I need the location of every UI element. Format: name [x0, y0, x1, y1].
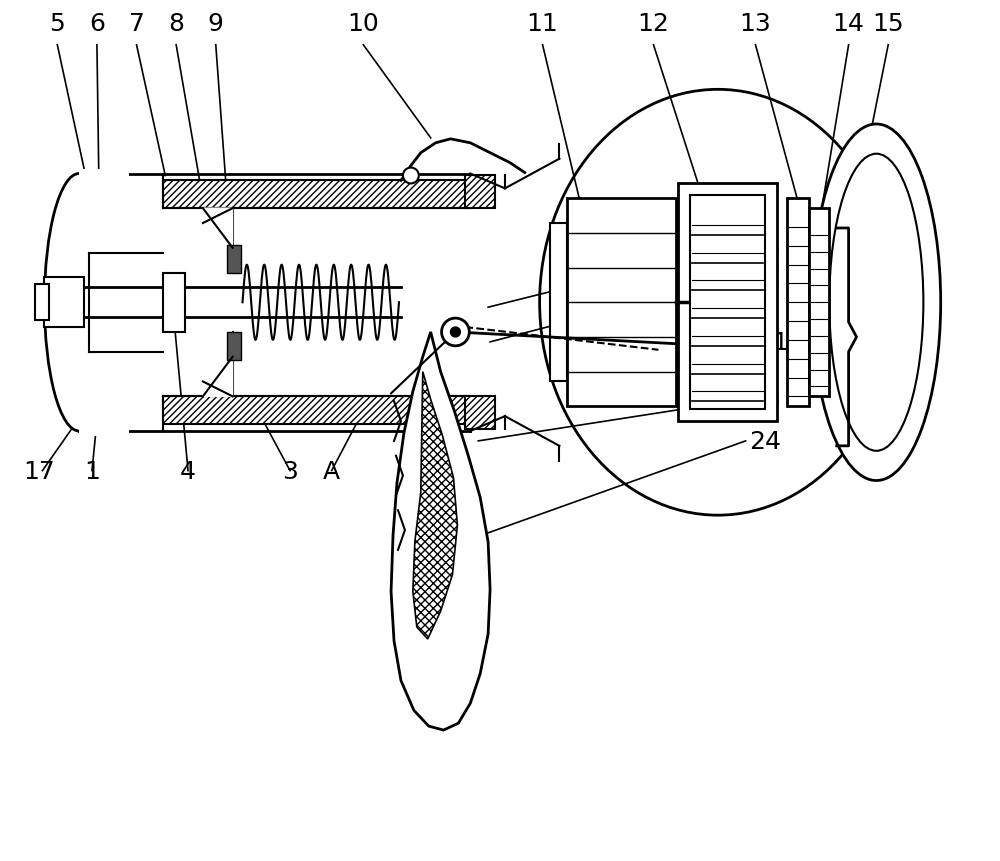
- Bar: [550, 224, 567, 382]
- Text: 9: 9: [208, 12, 224, 36]
- Text: 3: 3: [282, 459, 298, 483]
- Bar: [79, 170, 129, 437]
- Bar: [163, 273, 185, 332]
- Bar: [227, 332, 241, 360]
- Text: 22: 22: [750, 264, 782, 288]
- Bar: [44, 278, 84, 328]
- Ellipse shape: [540, 90, 896, 516]
- Ellipse shape: [829, 154, 923, 451]
- Bar: [787, 199, 809, 406]
- Text: 2: 2: [866, 323, 886, 352]
- Polygon shape: [391, 332, 490, 730]
- Text: 8: 8: [168, 12, 184, 36]
- Bar: [35, 285, 49, 320]
- Text: 11: 11: [527, 12, 558, 36]
- Bar: [690, 196, 765, 410]
- Text: 14: 14: [833, 12, 865, 36]
- Text: 10: 10: [347, 12, 379, 36]
- Polygon shape: [203, 209, 233, 263]
- Bar: [567, 199, 676, 406]
- Text: 16: 16: [772, 331, 804, 355]
- Polygon shape: [413, 372, 457, 639]
- Text: 6: 6: [89, 12, 105, 36]
- Text: 13: 13: [740, 12, 771, 36]
- Bar: [163, 397, 470, 424]
- Text: 21: 21: [750, 232, 781, 256]
- Text: A: A: [323, 459, 340, 483]
- Bar: [678, 184, 777, 422]
- Ellipse shape: [44, 174, 114, 431]
- Circle shape: [403, 169, 419, 184]
- Bar: [163, 181, 470, 209]
- Polygon shape: [203, 343, 233, 397]
- Bar: [465, 177, 495, 209]
- Text: 23: 23: [750, 387, 781, 412]
- Text: 5: 5: [49, 12, 65, 36]
- Bar: [809, 209, 829, 397]
- Text: 4: 4: [180, 459, 196, 483]
- Text: 1: 1: [84, 459, 100, 483]
- Ellipse shape: [812, 125, 941, 481]
- Bar: [227, 245, 241, 273]
- Text: 7: 7: [129, 12, 144, 36]
- Text: 12: 12: [638, 12, 669, 36]
- Text: 17: 17: [24, 459, 55, 483]
- Circle shape: [442, 319, 469, 346]
- Text: 15: 15: [872, 12, 904, 36]
- Circle shape: [450, 328, 460, 338]
- Text: 24: 24: [750, 430, 782, 454]
- Bar: [465, 397, 495, 430]
